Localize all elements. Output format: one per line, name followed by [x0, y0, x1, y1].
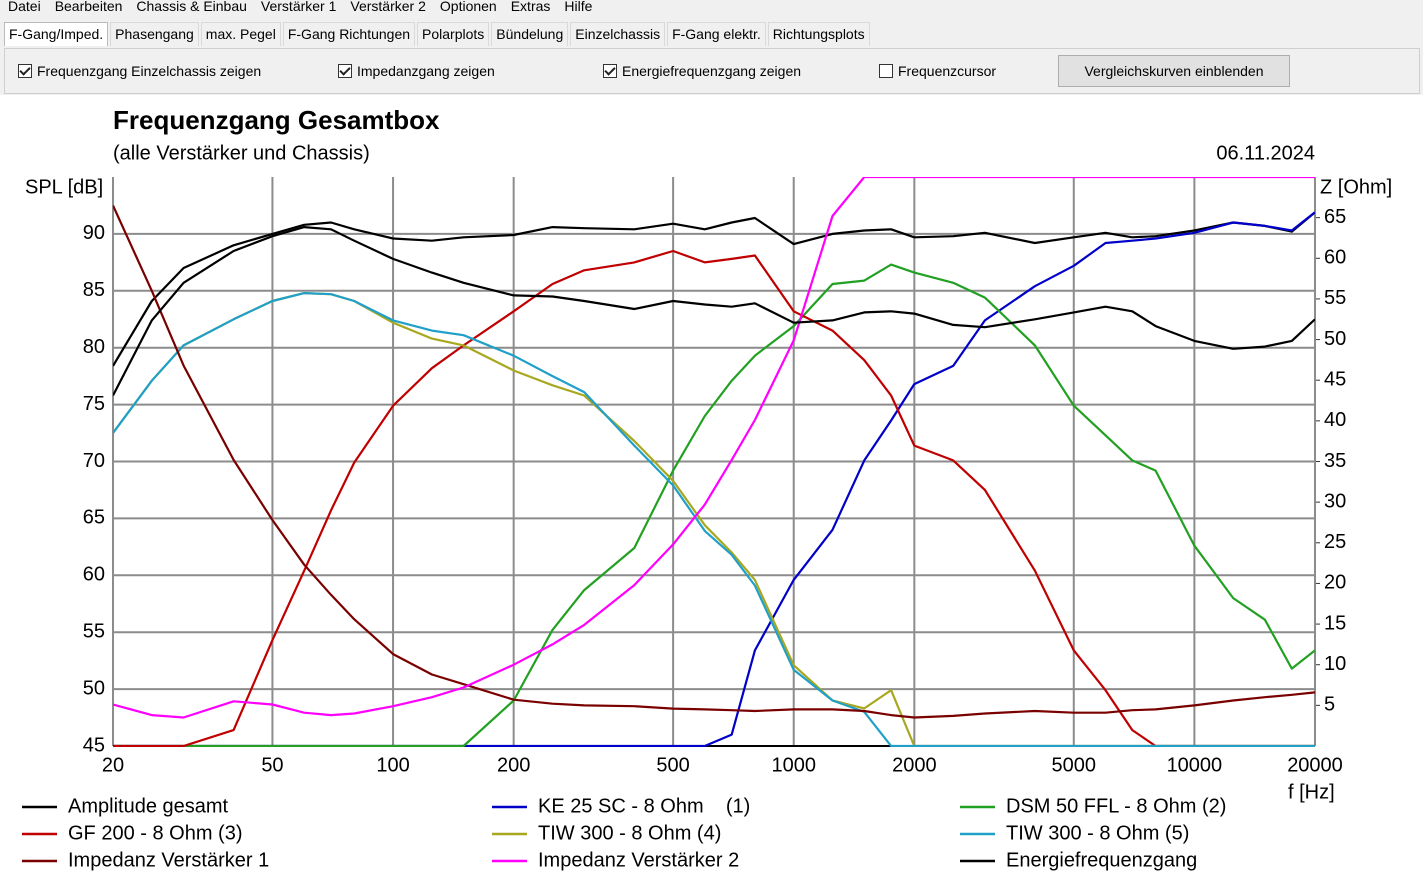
chart-date: 06.11.2024: [1216, 142, 1315, 164]
series-line: [113, 263, 1315, 747]
legend-label: KE 25 SC - 8 Ohm (1): [538, 795, 750, 817]
chart-title: Frequenzgang Gesamtbox: [113, 105, 440, 135]
y2-tick-label: 35: [1324, 450, 1346, 472]
checkbox[interactable]: Frequenzcursor: [879, 63, 996, 79]
legend-label: Amplitude gesamt: [68, 795, 229, 817]
legend-label: Energiefrequenzgang: [1006, 849, 1197, 871]
tab[interactable]: max. Pegel: [200, 22, 281, 46]
tab[interactable]: Einzelchassis: [570, 22, 666, 46]
series-line: [113, 292, 1315, 747]
y2-tick-label: 15: [1324, 612, 1346, 634]
y2-tick-label: 45: [1324, 368, 1346, 390]
checkbox-label: Impedanzgang zeigen: [357, 63, 495, 79]
series-line: [113, 249, 1315, 747]
y2-tick-label: 65: [1324, 206, 1346, 228]
tab[interactable]: Richtungsplots: [767, 22, 870, 46]
checkbox[interactable]: Frequenzgang Einzelchassis zeigen: [18, 63, 261, 79]
y-tick-label: 50: [83, 677, 105, 699]
x-tick-label: 50: [261, 754, 283, 776]
checkbox-box[interactable]: [879, 64, 893, 78]
button[interactable]: Vergleichskurven einblenden: [1058, 55, 1290, 87]
y-axis-label: SPL [dB]: [25, 176, 103, 198]
toolbar-area: Datei Bearbeiten Chassis & Einbau Verstärke…: [0, 0, 1423, 95]
legend-label: DSM 50 FFL - 8 Ohm (2): [1006, 795, 1226, 817]
tab[interactable]: F-Gang elektr.: [667, 22, 766, 46]
chart: Frequenzgang Gesamtbox (alle Verstärker …: [22, 105, 1392, 871]
legend-label: Impedanz Verstärker 2: [538, 849, 739, 871]
tab[interactable]: F-Gang Richtungen: [282, 22, 416, 46]
y2-tick-label: 55: [1324, 287, 1346, 309]
y2-tick-label: 30: [1324, 490, 1346, 512]
y2-axis-label: Z [Ohm]: [1320, 176, 1392, 198]
checkbox-label: Frequenzcursor: [898, 63, 997, 79]
legend-label: Impedanz Verstärker 1: [68, 849, 269, 871]
y-tick-label: 70: [83, 450, 105, 472]
tab[interactable]: Phasengang: [110, 22, 199, 46]
y2-tick-label: 50: [1324, 328, 1346, 350]
x-tick-label: 5000: [1052, 754, 1097, 776]
tab-bar: F-Gang/Imped. Phasengang max. Pegel F-Gang …: [4, 22, 872, 46]
y2-tick-label: 40: [1324, 409, 1346, 431]
y-tick-label: 85: [83, 279, 105, 301]
y-tick-label: 75: [83, 393, 105, 415]
tab[interactable]: F-Gang/Imped.: [4, 22, 109, 46]
checkbox-box[interactable]: [18, 64, 32, 78]
menu-item[interactable]: Hilfe: [564, 0, 593, 14]
x-tick-label: 20: [102, 754, 124, 776]
chart-subtitle: (alle Verstärker und Chassis): [113, 142, 370, 164]
menu-bar: Datei Bearbeiten Chassis & Einbau Verstärke…: [0, 0, 598, 14]
tab[interactable]: Bündelung: [491, 22, 569, 46]
x-tick-label: 2000: [892, 754, 937, 776]
y2-tick-label: 10: [1324, 653, 1346, 675]
checkbox-box[interactable]: [603, 64, 617, 78]
y-tick-label: 90: [83, 222, 105, 244]
checkbox-label: Frequenzgang Einzelchassis zeigen: [37, 63, 262, 79]
x-tick-label: 20000: [1287, 754, 1343, 776]
menu-item[interactable]: Bearbeiten: [54, 0, 123, 14]
x-tick-label: 1000: [771, 754, 816, 776]
x-tick-label: 100: [376, 754, 409, 776]
plot-lines: [113, 177, 1315, 747]
series-line: [113, 205, 1315, 719]
x-tick-label: 200: [497, 754, 530, 776]
checkbox-label: Energiefrequenzgang zeigen: [622, 63, 802, 79]
menu-item[interactable]: Optionen: [439, 0, 497, 14]
y2-tick-label: 5: [1324, 694, 1335, 716]
legend-label: TIW 300 - 8 Ohm (5): [1006, 822, 1189, 844]
checkbox[interactable]: Impedanzgang zeigen: [338, 63, 495, 79]
y2-tick-label: 60: [1324, 247, 1346, 269]
y-tick-label: 65: [83, 507, 105, 529]
options-panel: Vergleichskurven einblenden Frequenzgang…: [4, 48, 1420, 94]
y-tick-label: 60: [83, 564, 105, 586]
y-tick-label: 80: [83, 336, 105, 358]
legend-label: TIW 300 - 8 Ohm (4): [538, 822, 721, 844]
series-line: [113, 211, 1315, 367]
y2-tick-label: 20: [1324, 572, 1346, 594]
menu-item[interactable]: Chassis & Einbau: [136, 0, 247, 14]
series-line: [113, 177, 1315, 719]
menu-item[interactable]: Verstärker 2: [350, 0, 426, 14]
tab[interactable]: Polarplots: [417, 22, 490, 46]
x-axis-label: f [Hz]: [1288, 781, 1335, 803]
checkbox[interactable]: Energiefrequenzgang zeigen: [603, 63, 801, 79]
menu-item[interactable]: Verstärker 1: [260, 0, 337, 14]
y2-tick-label: 25: [1324, 531, 1346, 553]
checkbox-box[interactable]: [338, 64, 352, 78]
y-tick-label: 45: [83, 734, 105, 756]
series-line: [113, 226, 1315, 397]
x-tick-label: 10000: [1167, 754, 1223, 776]
menu-item[interactable]: Extras: [510, 0, 551, 14]
menu-item[interactable]: Datei: [8, 0, 41, 14]
x-tick-label: 500: [656, 754, 689, 776]
y-tick-label: 55: [83, 620, 105, 642]
legend-label: GF 200 - 8 Ohm (3): [68, 822, 243, 844]
